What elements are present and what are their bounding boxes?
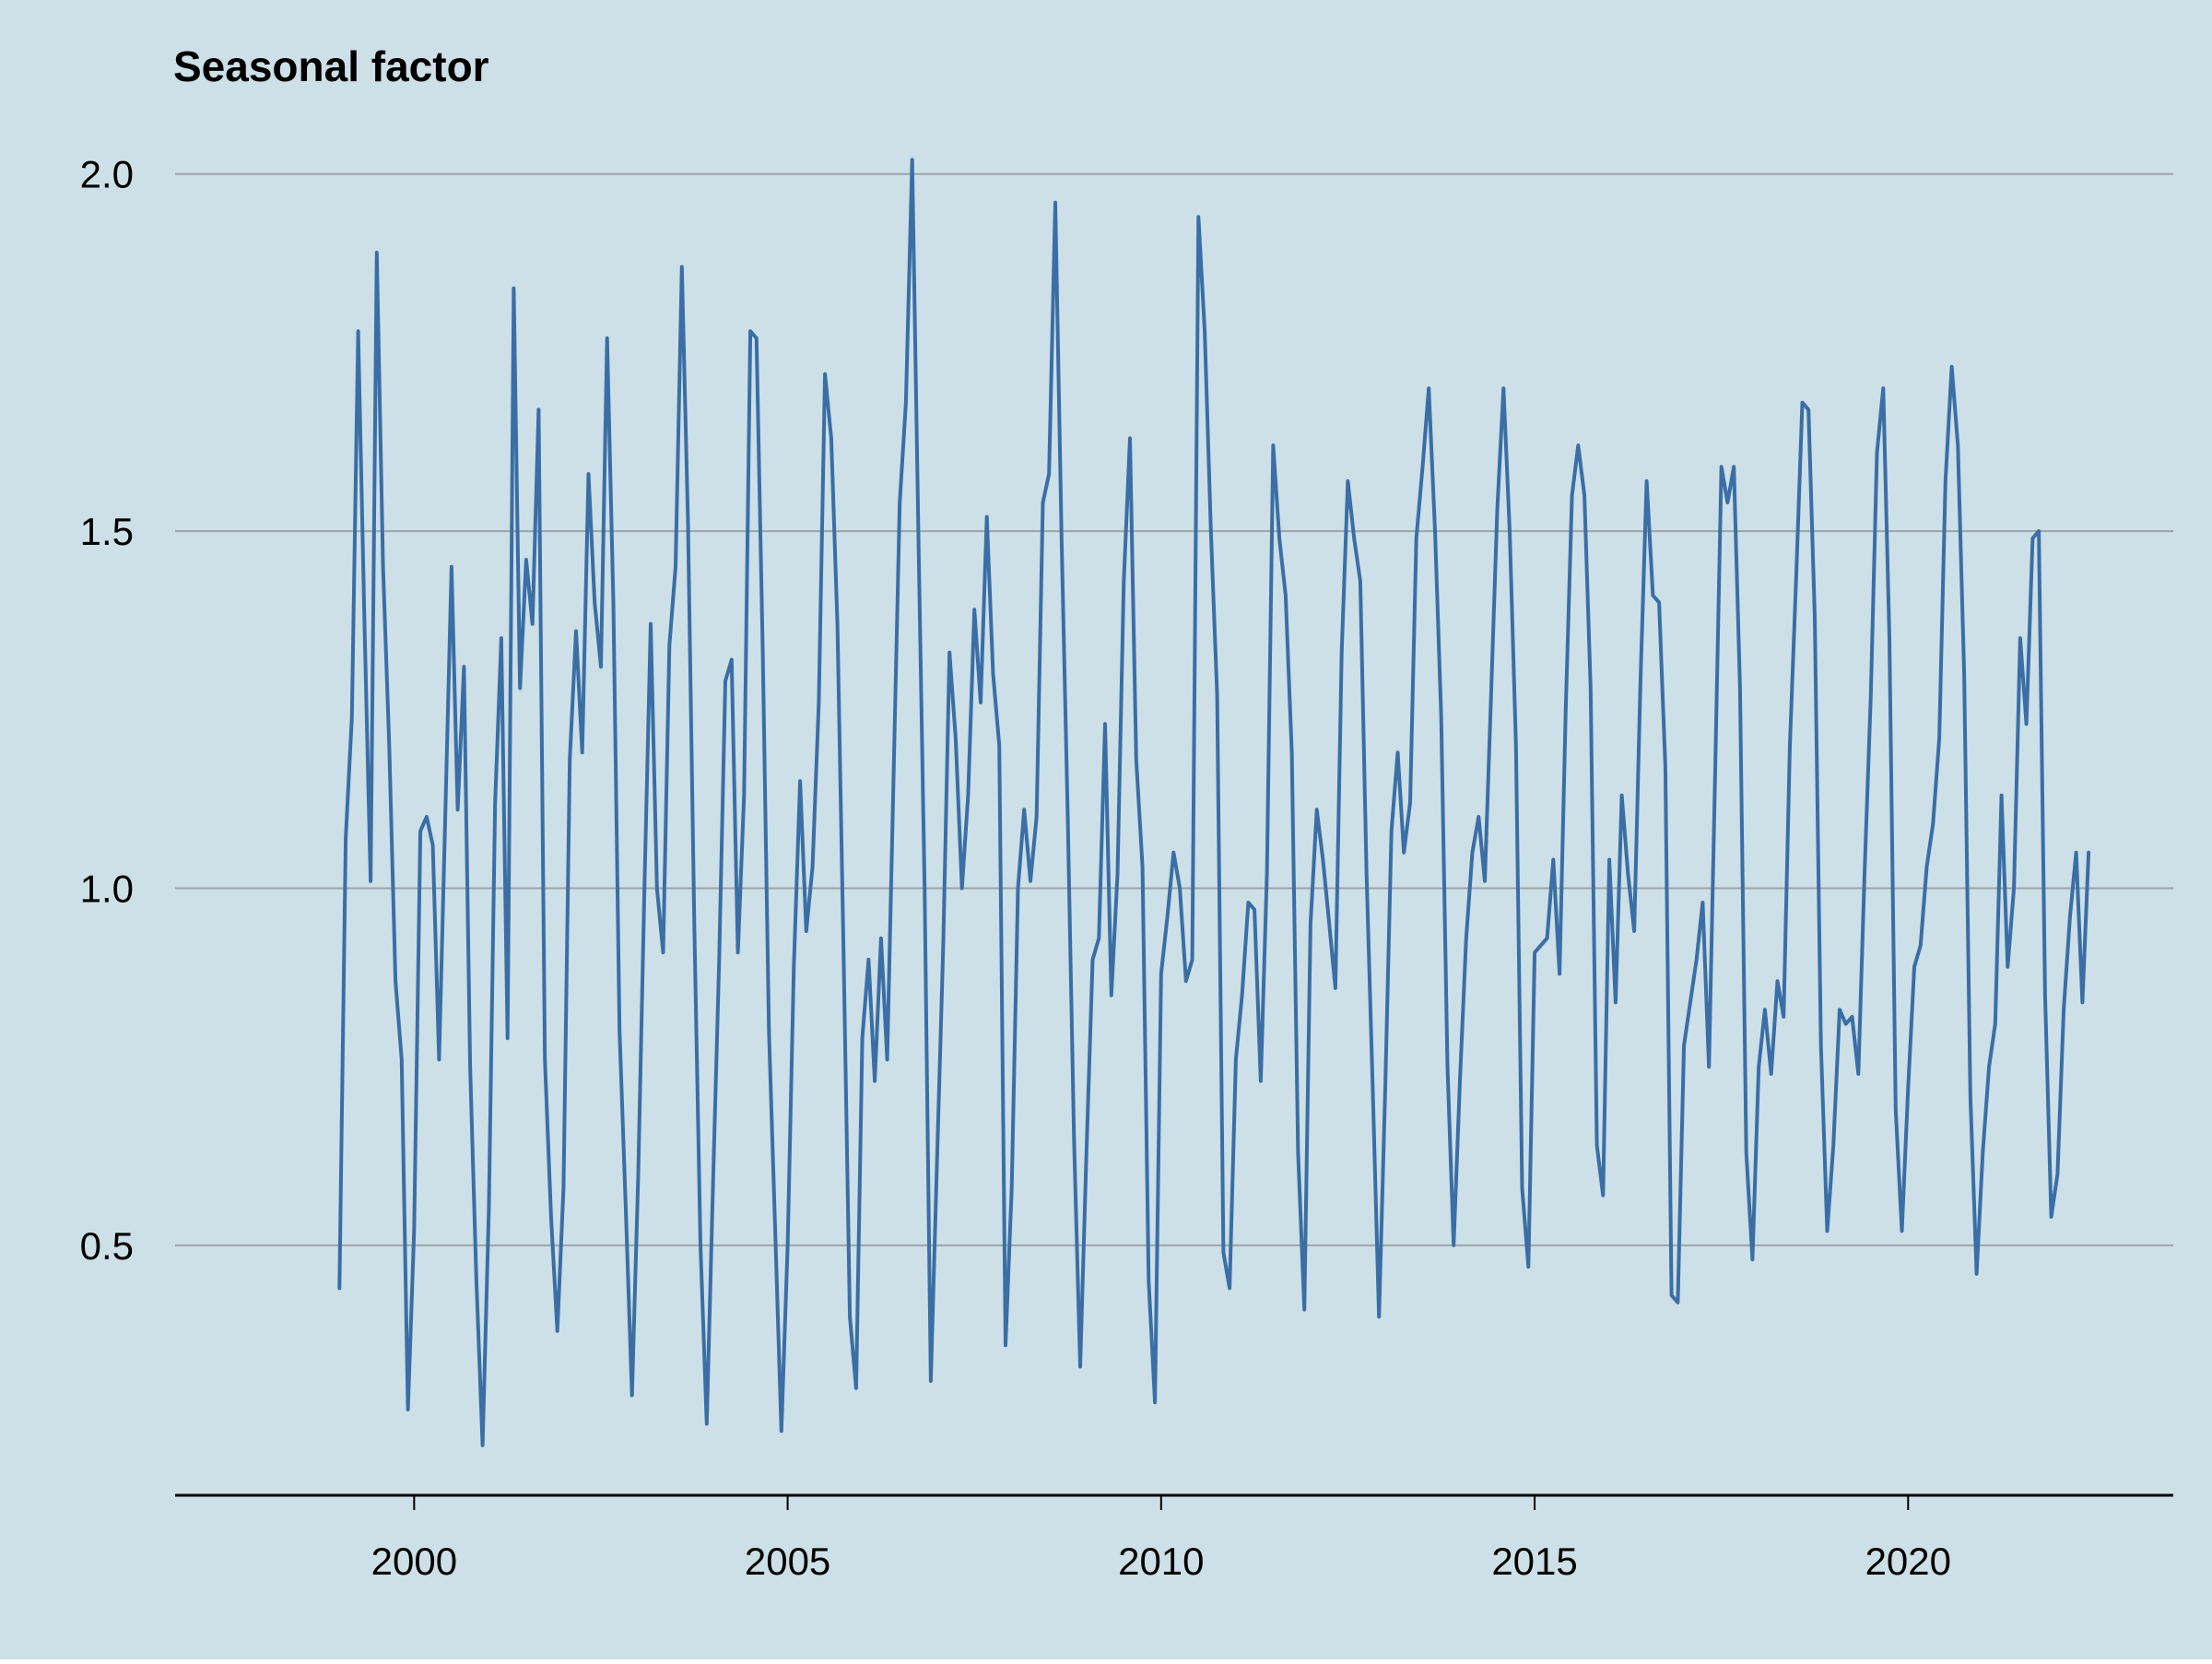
series-line (337, 158, 2091, 1447)
y-tick-label: 1.0 (80, 867, 134, 910)
x-tick-label: 2015 (1491, 1540, 1577, 1583)
y-tick-label: 0.5 (80, 1224, 134, 1268)
y-axis-label: Seasonal factor (173, 42, 489, 90)
series-group (337, 158, 2091, 1447)
y-tick-label: 1.5 (80, 510, 134, 553)
x-tick-label: 2020 (1865, 1540, 1951, 1583)
x-tick-label: 2010 (1118, 1540, 1204, 1583)
y-tick-labels: 0.5 1.0 1.5 2.0 (80, 153, 134, 1268)
x-tick-label: 2005 (745, 1540, 830, 1583)
x-axis: 2000 2005 2010 2015 2020 (175, 1493, 2173, 1583)
y-tick-label: 2.0 (80, 153, 134, 196)
x-tick-label: 2000 (371, 1540, 457, 1583)
